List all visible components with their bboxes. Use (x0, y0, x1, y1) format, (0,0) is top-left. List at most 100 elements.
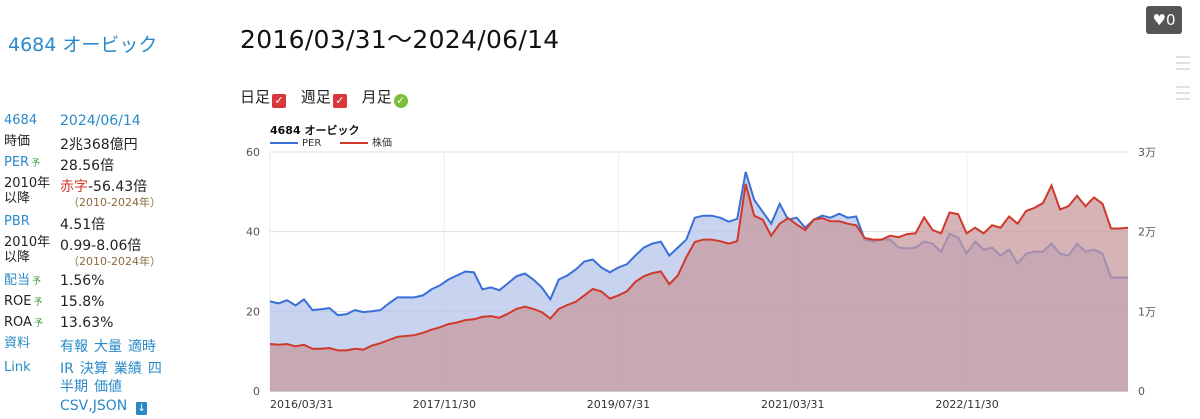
x-tick-label: 2016/03/31 (270, 398, 333, 410)
legend-label-price: 株価 (372, 136, 392, 149)
timeframe-toggles: 日足 ✓ 週足 ✓ 月足 ✓ (240, 86, 418, 108)
y-right-tick-label: 2万 (1138, 226, 1156, 239)
link-yuho[interactable]: 有報 (60, 339, 88, 355)
per-value: 28.56倍 (60, 158, 115, 174)
chart-title: 4684 オービック (270, 123, 359, 137)
info-row-pbr: PBR 4.51倍 (4, 214, 214, 235)
link-gyoseki[interactable]: 業績 (113, 361, 142, 377)
docs-links: 有報 大量 適時 (60, 336, 162, 356)
menu-icon-line (1176, 98, 1190, 100)
dividend-label[interactable]: 配当予 (4, 273, 58, 290)
y-left-tick-label: 40 (246, 226, 260, 239)
legend-label-per: PER (302, 138, 321, 149)
pbr-range-value: 0.99-8.06倍 （2010-2024年） (60, 235, 161, 268)
stock-info-sidebar: 4684 オービック 4684 2024/06/14 時価 2兆368億円 PE… (0, 0, 220, 415)
stock-info-table: 4684 2024/06/14 時価 2兆368億円 PER 予 28.56倍 2… (4, 113, 214, 419)
chart-legend: PER 株価 (270, 136, 392, 149)
link-shihanki[interactable]: 四半期 (60, 361, 162, 395)
link-kessan[interactable]: 決算 (79, 361, 108, 377)
link-kachi[interactable]: 価値 (94, 379, 122, 395)
link-label: Link (4, 360, 31, 375)
info-row-per-range: 2010年以降 赤字-56.43倍 （2010-2024年） (4, 176, 214, 214)
legend-swatch-per (270, 142, 298, 144)
as-of-date[interactable]: 2024/06/14 (60, 113, 141, 129)
deficit-label: 赤字 (60, 179, 88, 195)
menu-icon-2[interactable] (1176, 86, 1190, 88)
x-tick-label: 2022/11/30 (935, 398, 998, 410)
toggle-monthly[interactable]: 月足 ✓ (362, 86, 408, 108)
link-tekiji[interactable]: 適時 (128, 339, 156, 355)
checkbox-checked-icon[interactable]: ✓ (332, 94, 347, 108)
y-left-tick-label: 0 (253, 385, 260, 398)
market-cap-value: 2兆368億円 (60, 137, 138, 153)
period-title: 2016/03/31〜2024/06/14 (240, 25, 560, 54)
pbr-range-label: 2010年以降 (4, 235, 51, 265)
y-left-tick-label: 20 (246, 305, 260, 318)
x-tick-label: 2021/03/31 (761, 398, 824, 410)
toggle-monthly-label: 月足 (361, 88, 392, 106)
external-links: IR 決算 業績 四半期 価値 (60, 360, 170, 396)
company-name-link[interactable]: 4684 オービック (8, 34, 158, 56)
pbr-range-years: （2010-2024年） (68, 255, 161, 268)
toggle-weekly[interactable]: 週足 ✓ (301, 86, 347, 108)
forecast-mark: 予 (33, 319, 43, 329)
download-icon[interactable]: ↓ (136, 402, 148, 415)
roa-label: ROA 予 (4, 315, 58, 332)
forecast-mark: 予 (33, 298, 43, 308)
roa-value: 13.63% (60, 315, 114, 331)
roe-label: ROE 予 (4, 294, 58, 311)
per-range-number: -56.43倍 (88, 179, 148, 195)
roa-label-text: ROA (4, 315, 32, 330)
info-row-links: Link IR 決算 業績 四半期 価値 (4, 360, 214, 398)
menu-icon-line (1176, 92, 1190, 94)
y-right-tick-label: 3万 (1138, 146, 1156, 159)
like-count: 0 (1165, 11, 1176, 29)
per-range-label: 2010年以降 (4, 176, 51, 206)
toggle-daily[interactable]: 日足 ✓ (240, 86, 287, 108)
heart-icon: ♥ (1152, 11, 1166, 29)
stock-code-label[interactable]: 4684 (4, 113, 38, 128)
pbr-range-number: 0.99-8.06倍 (60, 238, 142, 254)
link-tairyo[interactable]: 大量 (94, 339, 122, 355)
per-label-text: PER (4, 155, 30, 170)
price-series-area (270, 183, 1128, 391)
y-left-tick-label: 60 (246, 146, 260, 159)
toggle-weekly-label: 週足 (300, 88, 331, 106)
dividend-value: 1.56% (60, 273, 105, 289)
chart-axes: 0 20 40 60 0 1万 2万 3万 2016/03/31 2017/11/30 2019/0… (246, 146, 1156, 410)
info-row-per: PER 予 28.56倍 (4, 155, 214, 176)
toggle-daily-label: 日足 (240, 88, 271, 106)
csv-json-download-link[interactable]: CSV,JSON (60, 398, 128, 414)
menu-icon-line (1176, 68, 1190, 70)
roe-label-text: ROE (4, 294, 32, 309)
market-cap-label: 時価 (4, 134, 31, 149)
per-label[interactable]: PER 予 (4, 155, 58, 172)
checkbox-checked-icon[interactable]: ✓ (272, 94, 287, 108)
info-row-docs: 資料 有報 大量 適時 (4, 336, 214, 360)
per-price-chart: 0 20 40 60 0 1万 2万 3万 2016/03/31 2017/11/30 2019/0… (246, 123, 1156, 410)
menu-icon-line (1176, 62, 1190, 64)
download-links: CSV,JSON ↓ (60, 398, 148, 415)
pbr-value: 4.51倍 (60, 217, 106, 233)
info-row-dividend: 配当予 1.56% (4, 273, 214, 294)
y-right-tick-label: 1万 (1138, 305, 1156, 318)
x-tick-label: 2019/07/31 (587, 398, 650, 410)
like-button[interactable]: ♥0 (1146, 6, 1182, 34)
info-row-market-cap: 時価 2兆368億円 (4, 134, 214, 155)
dividend-label-text: 配当 (4, 273, 31, 288)
forecast-mark: 予 (32, 277, 42, 287)
forecast-mark: 予 (31, 159, 41, 169)
link-ir[interactable]: IR (60, 361, 74, 377)
y-right-tick-label: 0 (1138, 385, 1145, 398)
menu-icon[interactable] (1176, 56, 1190, 58)
docs-label: 資料 (4, 336, 31, 351)
info-row-roa: ROA 予 13.63% (4, 315, 214, 336)
info-row-code: 4684 2024/06/14 (4, 113, 214, 134)
price-series-line (269, 182, 1129, 352)
x-tick-label: 2017/11/30 (413, 398, 476, 410)
roe-value: 15.8% (60, 294, 105, 310)
info-row-pbr-range: 2010年以降 0.99-8.06倍 （2010-2024年） (4, 235, 214, 273)
check-circle-icon[interactable]: ✓ (393, 94, 408, 108)
per-range-value: 赤字-56.43倍 （2010-2024年） (60, 176, 161, 209)
pbr-label[interactable]: PBR (4, 214, 30, 229)
